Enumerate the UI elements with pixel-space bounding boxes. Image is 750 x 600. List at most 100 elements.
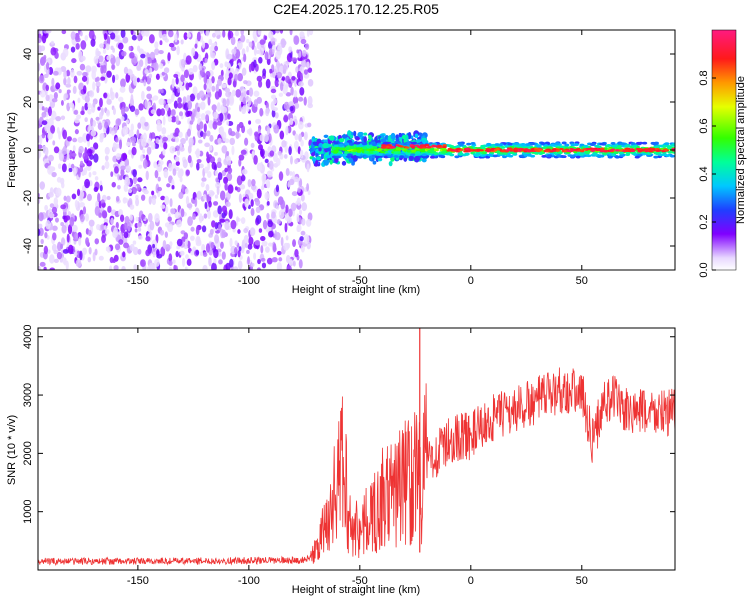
spectrogram-cell xyxy=(144,56,148,67)
spectrogram-cell xyxy=(546,148,551,151)
spectrogram-cell xyxy=(93,186,99,193)
spectrogram-cell xyxy=(121,106,126,116)
spectrogram-cell xyxy=(179,176,183,183)
spectrogram-cell xyxy=(98,255,104,261)
spectrogram-cell xyxy=(196,158,202,164)
spectrogram-cell xyxy=(51,243,57,252)
spectrogram-cell xyxy=(185,254,189,260)
spectrogram-cell xyxy=(655,147,660,151)
spectrogram-cell xyxy=(458,143,464,147)
spectrogram-cell xyxy=(608,149,614,152)
spectrogram-cell xyxy=(115,143,120,149)
spectrogram-cell xyxy=(579,152,585,156)
spectrogram-cell xyxy=(119,214,125,222)
spectrogram-cell xyxy=(38,62,41,72)
spectrogram-cell xyxy=(222,98,227,107)
spectrogram-cell xyxy=(303,234,310,245)
spectrogram-cell xyxy=(280,199,286,210)
spectrogram-cell xyxy=(328,135,335,141)
spectrogram-cell xyxy=(156,108,162,117)
spectrogram-cell xyxy=(104,121,109,129)
spectrogram-cell xyxy=(55,187,62,197)
spectrogram-cell xyxy=(251,151,255,159)
spectrogram-cell xyxy=(241,67,247,76)
spectrogram-cell xyxy=(214,91,220,100)
spectrogram-cell xyxy=(136,65,142,72)
spectrogram-cell xyxy=(294,102,300,109)
spectrogram-cell xyxy=(264,51,269,61)
spectrogram-cell xyxy=(246,128,253,135)
spectrogram-cell xyxy=(101,210,108,219)
spectrogram-cell xyxy=(180,230,186,235)
spectrogram-cell xyxy=(140,138,147,147)
spectrogram-cell xyxy=(596,155,602,158)
spectrogram-cell xyxy=(211,76,215,84)
spectrogram-panel: -150 -100 -50 0 50 -40 -20 0 20 40 Height of str… xyxy=(6,29,676,296)
spectrogram-cell xyxy=(265,101,269,110)
spectrogram-cell xyxy=(441,150,447,154)
spectrogram-cell xyxy=(283,101,290,110)
spectrogram-cell xyxy=(38,75,45,84)
spectrogram-cell xyxy=(150,264,156,270)
spectrogram-cell xyxy=(106,55,112,61)
spectrogram-cell xyxy=(53,91,58,100)
spectrogram-cell xyxy=(60,243,64,250)
spectrogram-cell xyxy=(186,258,192,266)
spectrogram-cell xyxy=(38,212,44,222)
spectrogram-cell xyxy=(180,208,185,218)
spectrogram-cell xyxy=(256,267,261,270)
spectrogram-cell xyxy=(338,138,345,143)
spectrogram-cell xyxy=(368,157,373,161)
spectrogram-cell xyxy=(122,251,126,258)
spectrogram-cell xyxy=(167,52,171,62)
spectrogram-cell xyxy=(353,141,359,145)
spectrogram-cell xyxy=(268,160,274,170)
spectrogram-cell xyxy=(667,150,673,154)
spectrogram-cell xyxy=(70,68,75,78)
spectrogram-cell xyxy=(199,213,203,221)
spectrogram-cell xyxy=(248,87,254,97)
spectrogram-cell xyxy=(465,147,470,150)
spectrogram-cell xyxy=(393,155,399,158)
spectrogram-cell xyxy=(638,148,643,151)
spectrogram-cell xyxy=(93,153,99,163)
spectrogram-cell xyxy=(323,159,329,166)
spectrogram-cell xyxy=(253,131,259,137)
spectrogram-cell xyxy=(224,167,228,173)
spectrogram-cell xyxy=(310,152,316,157)
spectrogram-cell xyxy=(289,117,294,126)
spectrogram-cell xyxy=(124,158,130,168)
spectrogram-cell xyxy=(127,69,133,76)
spectrogram-cell xyxy=(323,134,329,139)
spectrogram-cell xyxy=(106,70,112,78)
spectrogram-cell xyxy=(205,114,209,122)
spectrogram-cell xyxy=(498,143,504,147)
spectrogram-cell xyxy=(313,162,319,167)
spectrogram-cell xyxy=(168,253,173,263)
spectrogram-cell xyxy=(399,155,405,159)
spectrogram-cell xyxy=(203,83,207,91)
spectrogram-cell xyxy=(156,122,162,133)
colorbar-tick-label: 0.4 xyxy=(698,166,710,181)
spectrogram-cell xyxy=(201,177,207,182)
spectrogram-cell xyxy=(87,108,92,115)
spectrogram-cell xyxy=(38,30,41,35)
spectrogram-cell xyxy=(100,76,106,81)
spectrogram-cell xyxy=(197,139,203,144)
spectrogram-cell xyxy=(56,251,63,260)
spectrogram-cell xyxy=(146,146,152,155)
spectrogram-cell xyxy=(228,209,233,220)
spectrogram-cell xyxy=(66,69,70,77)
spectrogram-cell xyxy=(204,57,208,64)
spectrogram-cell xyxy=(559,145,565,149)
spectrogram-cell xyxy=(145,170,149,181)
spectrogram-cell xyxy=(463,150,468,153)
spectrogram-cell xyxy=(368,151,374,154)
spectrogram-cell xyxy=(236,124,240,133)
spectrogram-cell xyxy=(181,257,186,267)
spectrogram-cell xyxy=(130,30,134,35)
spectrogram-cell xyxy=(213,201,219,206)
spectrogram-cell xyxy=(290,86,294,96)
spectrogram-cell xyxy=(296,224,302,233)
